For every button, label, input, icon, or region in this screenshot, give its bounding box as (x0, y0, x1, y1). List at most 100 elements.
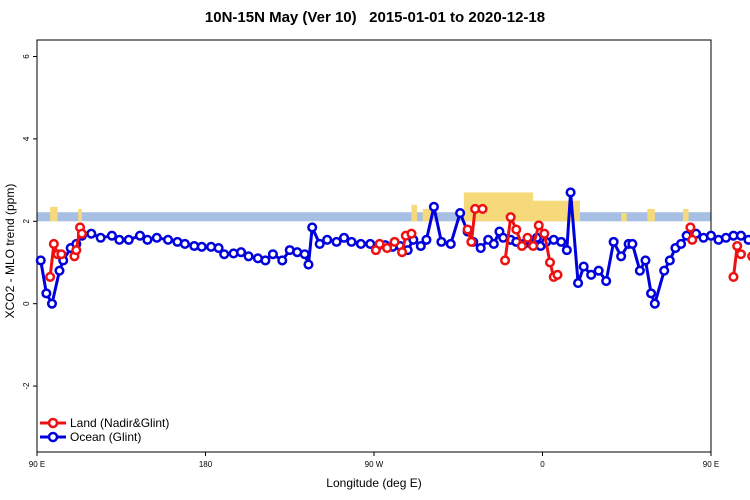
land-mask-patch (50, 206, 58, 222)
data-point-ocean (743, 234, 750, 245)
data-point-ocean (243, 251, 254, 262)
y-tick-label: 0 (22, 301, 31, 306)
data-point-ocean (219, 249, 230, 260)
land-mask-patch (621, 213, 627, 222)
data-point-land (76, 228, 87, 239)
land-mask-patch (411, 204, 418, 222)
x-tick-label: 90 E (29, 460, 45, 469)
data-point-ocean (106, 230, 117, 241)
data-point-land (685, 222, 696, 233)
data-point-land (397, 247, 408, 258)
data-point-ocean (640, 255, 651, 266)
data-point-land (511, 224, 522, 235)
data-point-ocean (277, 255, 288, 266)
legend-item-ocean: Ocean (Glint) (40, 430, 169, 444)
data-point-ocean (346, 236, 357, 247)
data-point-ocean (455, 207, 466, 219)
x-axis-label: Longitude (deg E) (326, 476, 422, 490)
data-point-ocean (634, 265, 645, 276)
data-point-ocean (675, 238, 687, 249)
data-point-ocean (659, 265, 670, 276)
data-point-ocean (331, 236, 342, 247)
data-point-ocean (142, 234, 153, 245)
data-point-land (528, 240, 539, 252)
data-point-ocean (86, 228, 97, 239)
data-point-ocean (355, 238, 366, 249)
data-point-land (500, 255, 511, 266)
y-axis-label: XCO2 - MLO trend (ppm) (3, 183, 17, 319)
data-point-ocean (338, 232, 350, 243)
x-tick-label: 0 (540, 460, 545, 469)
data-point-ocean (151, 232, 162, 243)
data-point-ocean (601, 275, 612, 287)
chart-title: 10N-15N May (Ver 10) 2015-01-01 to 2020-… (204, 9, 546, 26)
data-point-ocean (46, 298, 58, 309)
data-point-ocean (303, 259, 314, 270)
data-point-ocean (260, 255, 271, 266)
data-point-ocean (445, 238, 456, 249)
data-point-ocean (436, 236, 447, 247)
data-point-land (462, 224, 473, 235)
data-point-ocean (616, 251, 627, 262)
data-point-ocean (322, 234, 333, 245)
data-point-land (56, 249, 67, 260)
data-point-ocean (608, 236, 619, 247)
y-tick-label: 6 (22, 54, 31, 59)
data-point-ocean (428, 201, 439, 212)
data-point-ocean (307, 222, 318, 233)
land-mask-patch (647, 208, 655, 222)
data-point-ocean (705, 230, 717, 241)
data-point-land (382, 243, 393, 254)
data-point-land (544, 257, 556, 268)
data-point-ocean (35, 255, 46, 266)
data-point-ocean (627, 238, 638, 249)
y-tick-label: -2 (22, 382, 31, 390)
data-point-ocean (646, 288, 657, 299)
data-point-ocean (415, 240, 426, 252)
data-point-ocean (593, 265, 604, 276)
data-point-ocean (54, 265, 65, 276)
data-point-land (48, 238, 59, 249)
legend-marker-ocean (40, 431, 66, 443)
data-point-land (45, 271, 56, 282)
data-point-ocean (664, 255, 675, 266)
data-point-ocean (41, 288, 52, 299)
data-point-ocean (123, 234, 134, 245)
data-point-land (539, 228, 550, 239)
data-point-ocean (134, 230, 146, 241)
legend-label-ocean: Ocean (Glint) (70, 430, 142, 444)
data-point-ocean (573, 278, 584, 289)
data-point-land (552, 269, 563, 280)
reference-band (37, 212, 711, 222)
data-point-land (374, 238, 385, 249)
data-point-ocean (421, 234, 432, 245)
data-point-land (728, 271, 739, 282)
data-point-ocean (299, 249, 310, 260)
land-mask-patch (682, 208, 689, 222)
data-point-land (522, 232, 533, 243)
x-tick-label: 90 E (703, 460, 719, 469)
data-point-land (71, 245, 82, 256)
data-point-ocean (196, 241, 207, 252)
data-point-ocean (314, 238, 325, 249)
data-point-ocean (267, 249, 278, 260)
data-point-ocean (735, 230, 747, 241)
legend: Land (Nadir&Glint) Ocean (Glint) (40, 416, 169, 444)
data-point-land (732, 240, 743, 252)
x-tick-label: 180 (199, 460, 213, 469)
legend-item-land: Land (Nadir&Glint) (40, 416, 169, 430)
data-point-ocean (179, 238, 190, 249)
data-point-land (735, 249, 747, 260)
data-point-ocean (561, 245, 572, 256)
data-point-ocean (649, 298, 660, 309)
data-point-ocean (578, 261, 589, 272)
legend-label-land: Land (Nadir&Glint) (70, 416, 170, 430)
data-point-ocean (163, 234, 174, 245)
data-point-ocean (213, 243, 224, 254)
data-point-land (389, 236, 400, 247)
legend-marker-land (40, 417, 66, 429)
land-mask-patch (422, 208, 434, 222)
data-point-land (533, 220, 544, 231)
data-point-land (477, 203, 488, 214)
y-tick-label: 4 (22, 136, 31, 141)
